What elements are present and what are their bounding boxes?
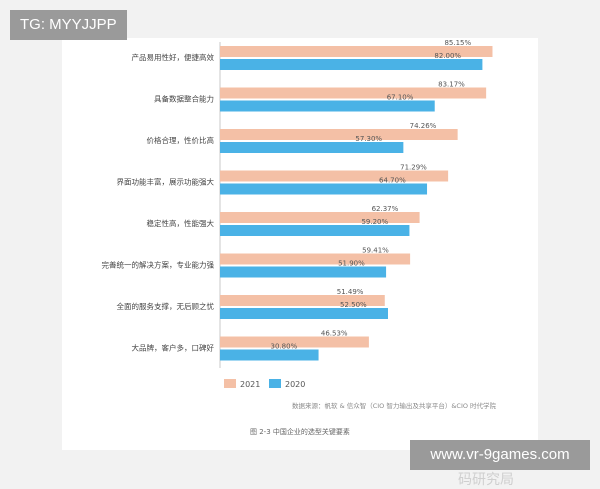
data-label-2021: 71.29%: [400, 164, 427, 172]
chart-card: 产品易用性好，便捷高效 85.15% 82.00% 具备数据整合能力 83.17% 67.…: [62, 38, 538, 488]
data-label-2020: 51.90%: [338, 260, 365, 268]
legend-swatch-2021: [224, 379, 236, 388]
bar-2020: [220, 100, 435, 112]
bar-2020: [220, 349, 319, 361]
data-label-2021: 74.26%: [410, 122, 437, 130]
bar-2021: [220, 295, 385, 306]
legend: 2021 2020: [224, 379, 305, 389]
data-label-2020: 64.70%: [379, 177, 406, 185]
data-label-2021: 83.17%: [438, 81, 465, 89]
data-label-2021: 46.53%: [321, 330, 348, 338]
bar-2020: [220, 308, 388, 319]
bar-2020: [220, 59, 483, 70]
bar-2021: [220, 170, 449, 182]
data-label-2021: 59.41%: [362, 247, 389, 255]
source-note: 数据来源：帆软 & 信众智（CIO 智力输出及共享平台）&CIO 时代学院: [292, 401, 497, 410]
legend-label-2020: 2020: [285, 380, 305, 389]
bar-2020: [220, 225, 410, 236]
data-label-2021: 85.15%: [444, 39, 471, 47]
category-label: 产品易用性好，便捷高效: [132, 52, 215, 62]
category-label: 完善统一的解决方案，专业能力强: [102, 260, 215, 270]
bar-2021: [220, 336, 369, 348]
data-label-2021: 51.49%: [337, 288, 364, 296]
legend-swatch-2020: [269, 379, 281, 388]
data-label-2020: 67.10%: [387, 94, 414, 102]
category-label: 大品牌，客户多，口碑好: [132, 343, 215, 353]
data-label-2020: 57.30%: [355, 135, 382, 143]
bar-2021: [220, 129, 458, 140]
bar-2020: [220, 142, 404, 153]
bar-2020: [220, 266, 387, 278]
data-label-2021: 62.37%: [372, 205, 399, 213]
data-label-2020: 30.80%: [271, 343, 298, 351]
bar-2021: [220, 212, 420, 223]
bar-chart: 产品易用性好，便捷高效 85.15% 82.00% 具备数据整合能力 83.17% 67.…: [102, 39, 497, 436]
data-label-2020: 59.20%: [361, 218, 388, 226]
category-label: 价格合理，性价比高: [147, 135, 215, 145]
bar-2020: [220, 183, 428, 195]
watermark-top: TG: MYYJJPP: [10, 10, 127, 40]
watermark-bottom: www.vr-9games.com: [410, 440, 590, 470]
category-label: 稳定性高，性能强大: [147, 218, 215, 228]
figure-caption: 图 2-3 中国企业的选型关键要素: [250, 427, 350, 436]
legend-label-2021: 2021: [240, 380, 260, 389]
category-label: 具备数据整合能力: [154, 94, 214, 104]
bar-2021: [220, 46, 493, 57]
bar-2021: [220, 253, 411, 265]
data-label-2020: 52.50%: [340, 301, 367, 309]
data-label-2020: 82.00%: [434, 52, 461, 60]
bar-2021: [220, 87, 487, 99]
category-label: 界面功能丰富，展示功能强大: [117, 177, 215, 187]
category-label: 全面的服务支撑，无后顾之忧: [117, 301, 215, 311]
